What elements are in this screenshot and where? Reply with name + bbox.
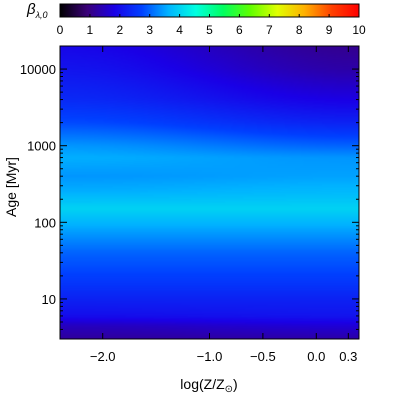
- colorbar-ticks: 0 1 2 3 4 5 6 7 8 9 10: [57, 14, 366, 37]
- x-tick-label: 0.3: [339, 349, 357, 364]
- y-axis-ticks: 10 100 1000 10000: [20, 45, 359, 340]
- colorbar-tick-label: 1: [87, 23, 94, 37]
- x-tick-label: −1.0: [197, 349, 223, 364]
- x-axis-title-close: ): [233, 376, 238, 392]
- colorbar-tick-label: 6: [236, 23, 243, 37]
- colorbar-tick-label: 2: [116, 23, 123, 37]
- x-axis-title: log(Z/Z⊙): [180, 376, 237, 395]
- x-tick-label: −0.5: [250, 349, 276, 364]
- colorbar-tick-label: 4: [176, 23, 183, 37]
- colorbar-title: βλ,0: [26, 1, 48, 20]
- colorbar-tick-label: 10: [352, 23, 366, 37]
- colorbar-tick-label: 8: [296, 23, 303, 37]
- y-tick-label: 100: [34, 215, 56, 230]
- x-axis-title-text: log(Z/Z: [180, 376, 225, 392]
- colorbar: βλ,0 0 1 2 3 4 5 6 7 8 9 10: [26, 1, 366, 37]
- y-axis-title: Age [Myr]: [3, 157, 19, 217]
- colorbar-tick-label: 5: [206, 23, 213, 37]
- y-tick-label: 10: [42, 292, 56, 307]
- heatmap-image: [60, 46, 359, 339]
- x-axis-ticks: −2.0 −1.0 −0.5 0.0 0.3: [90, 46, 357, 364]
- y-tick-label: 10000: [20, 62, 56, 77]
- x-tick-label: −2.0: [90, 349, 116, 364]
- colorbar-title-sub: λ,0: [35, 10, 48, 20]
- x-tick-label: 0.0: [307, 349, 325, 364]
- colorbar-tick-label: 7: [266, 23, 273, 37]
- colorbar-tick-label: 0: [57, 23, 64, 37]
- colorbar-tick-label: 9: [326, 23, 333, 37]
- colorbar-title-main: β: [26, 1, 36, 18]
- y-tick-label: 1000: [27, 139, 56, 154]
- plot-area: −2.0 −1.0 −0.5 0.0 0.3 10 100 1000 10000: [20, 45, 360, 364]
- x-axis-title-symbol: ⊙: [225, 384, 233, 395]
- colorbar-tick-label: 3: [146, 23, 153, 37]
